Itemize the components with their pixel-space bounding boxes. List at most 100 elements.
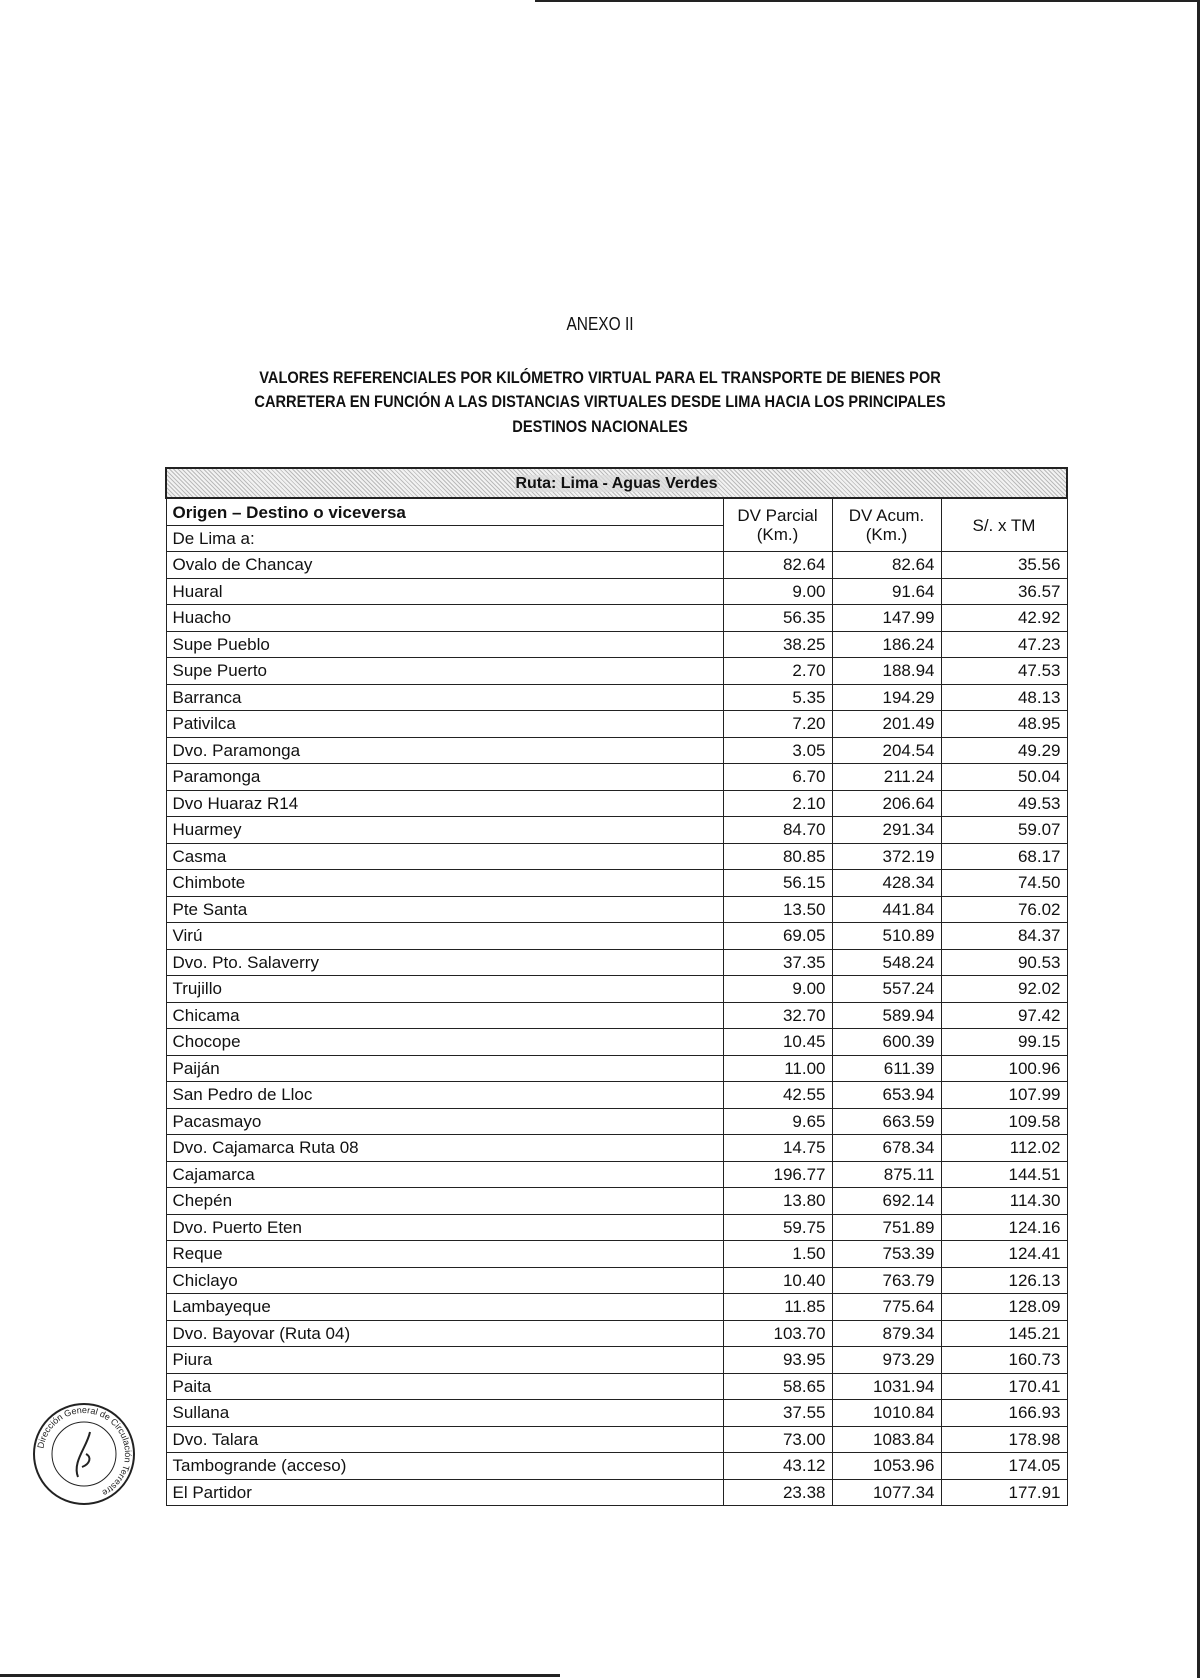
table-row: Dvo. Talara 73.00 1083.84 178.98 xyxy=(165,1425,1068,1453)
dv-acum-cell: 611.39 xyxy=(831,1054,942,1082)
dv-acum-cell: 372.19 xyxy=(831,842,942,870)
dv-parcial-cell: 196.77 xyxy=(722,1160,833,1188)
dv-parcial-cell: 58.65 xyxy=(722,1372,833,1400)
dv-acum-cell: 1077.34 xyxy=(831,1478,942,1506)
table-row: Chicama 32.70 589.94 97.42 xyxy=(165,1001,1068,1029)
dv-acum-cell: 82.64 xyxy=(831,551,942,579)
dv-parcial-cell: 11.00 xyxy=(722,1054,833,1082)
dv-parcial-cell: 56.35 xyxy=(722,604,833,632)
price-per-tm-cell: 35.56 xyxy=(940,551,1068,579)
destination-cell: Barranca xyxy=(165,683,724,711)
table-row: Dvo. Bayovar (Ruta 04) 103.70 879.34 145.21 xyxy=(165,1319,1068,1347)
title-line-3: DESTINOS NACIONALES xyxy=(512,417,688,436)
table-row: Chiclayo 10.40 763.79 126.13 xyxy=(165,1266,1068,1294)
destination-cell: Chiclayo xyxy=(165,1266,724,1294)
table-row: El Partidor 23.38 1077.34 177.91 xyxy=(165,1478,1068,1506)
price-per-tm-cell: 100.96 xyxy=(940,1054,1068,1082)
table-row: Tambogrande (acceso) 43.12 1053.96 174.05 xyxy=(165,1452,1068,1480)
destination-cell: Paiján xyxy=(165,1054,724,1082)
dv-parcial-cell: 13.80 xyxy=(722,1187,833,1215)
dv-parcial-cell: 5.35 xyxy=(722,683,833,711)
dv-acum-cell: 1010.84 xyxy=(831,1399,942,1427)
price-per-tm-cell: 47.53 xyxy=(940,657,1068,685)
dv-parcial-cell: 13.50 xyxy=(722,895,833,923)
dv-acum-cell: 875.11 xyxy=(831,1160,942,1188)
acum-header: DV Acum. (Km.) xyxy=(831,497,942,552)
table-row: Cajamarca 196.77 875.11 144.51 xyxy=(165,1160,1068,1188)
destination-cell: Piura xyxy=(165,1346,724,1374)
official-stamp: Dirección General de Circulación Terrest… xyxy=(33,1403,135,1505)
price-per-tm-cell: 144.51 xyxy=(940,1160,1068,1188)
destination-cell: Paita xyxy=(165,1372,724,1400)
table-row: Pacasmayo 9.65 663.59 109.58 xyxy=(165,1107,1068,1135)
route-label: Ruta: Lima - Aguas Verdes xyxy=(515,474,718,492)
parcial-header: DV Parcial (Km.) xyxy=(722,497,833,552)
scan-edge-right xyxy=(1197,0,1200,1678)
price-per-tm-cell: 170.41 xyxy=(940,1372,1068,1400)
destination-cell: Dvo. Pto. Salaverry xyxy=(165,948,724,976)
destination-cell: Cajamarca xyxy=(165,1160,724,1188)
dv-acum-cell: 548.24 xyxy=(831,948,942,976)
table-row: Dvo. Puerto Eten 59.75 751.89 124.16 xyxy=(165,1213,1068,1241)
dv-acum-cell: 91.64 xyxy=(831,577,942,605)
dv-acum-cell: 557.24 xyxy=(831,975,942,1003)
dv-parcial-cell: 10.40 xyxy=(722,1266,833,1294)
dv-acum-cell: 653.94 xyxy=(831,1081,942,1109)
price-per-tm-cell: 160.73 xyxy=(940,1346,1068,1374)
dv-parcial-cell: 59.75 xyxy=(722,1213,833,1241)
destination-cell: Pacasmayo xyxy=(165,1107,724,1135)
dv-acum-cell: 188.94 xyxy=(831,657,942,685)
scan-edge-top xyxy=(535,0,1200,2)
price-per-tm-cell: 124.41 xyxy=(940,1240,1068,1268)
dv-acum-cell: 194.29 xyxy=(831,683,942,711)
price-per-tm-cell: 112.02 xyxy=(940,1134,1068,1162)
price-per-tm-cell: 97.42 xyxy=(940,1001,1068,1029)
sub-header: De Lima a: xyxy=(165,525,724,552)
destination-cell: Virú xyxy=(165,922,724,950)
destination-cell: Tambogrande (acceso) xyxy=(165,1452,724,1480)
dv-parcial-cell: 43.12 xyxy=(722,1452,833,1480)
dv-parcial-cell: 6.70 xyxy=(722,763,833,791)
price-per-tm-cell: 177.91 xyxy=(940,1478,1068,1506)
dv-acum-cell: 600.39 xyxy=(831,1028,942,1056)
price-per-tm-cell: 99.15 xyxy=(940,1028,1068,1056)
table-row: Virú 69.05 510.89 84.37 xyxy=(165,922,1068,950)
dv-parcial-cell: 11.85 xyxy=(722,1293,833,1321)
price-per-tm-cell: 84.37 xyxy=(940,922,1068,950)
price-per-tm-cell: 90.53 xyxy=(940,948,1068,976)
destination-cell: Chepén xyxy=(165,1187,724,1215)
table-row: Huarmey 84.70 291.34 59.07 xyxy=(165,816,1068,844)
dv-acum-cell: 201.49 xyxy=(831,710,942,738)
dv-parcial-cell: 37.55 xyxy=(722,1399,833,1427)
destination-cell: Ovalo de Chancay xyxy=(165,551,724,579)
price-per-tm-cell: 48.95 xyxy=(940,710,1068,738)
dv-acum-cell: 206.64 xyxy=(831,789,942,817)
destination-cell: Huacho xyxy=(165,604,724,632)
dv-parcial-cell: 9.00 xyxy=(722,577,833,605)
price-per-tm-cell: 92.02 xyxy=(940,975,1068,1003)
dv-acum-cell: 186.24 xyxy=(831,630,942,658)
destination-cell: Lambayeque xyxy=(165,1293,724,1321)
destination-cell: Dvo. Talara xyxy=(165,1425,724,1453)
dv-parcial-cell: 1.50 xyxy=(722,1240,833,1268)
price-per-tm-cell: 128.09 xyxy=(940,1293,1068,1321)
table-row: Chepén 13.80 692.14 114.30 xyxy=(165,1187,1068,1215)
dv-parcial-cell: 37.35 xyxy=(722,948,833,976)
table-row: Chocope 10.45 600.39 99.15 xyxy=(165,1028,1068,1056)
dv-acum-cell: 879.34 xyxy=(831,1319,942,1347)
distance-table: Ruta: Lima - Aguas Verdes Origen – Desti… xyxy=(165,467,1068,1506)
dv-acum-cell: 147.99 xyxy=(831,604,942,632)
price-per-tm-cell: 76.02 xyxy=(940,895,1068,923)
price-per-tm-cell: 114.30 xyxy=(940,1187,1068,1215)
price-per-tm-cell: 50.04 xyxy=(940,763,1068,791)
destination-cell: Trujillo xyxy=(165,975,724,1003)
table-row: Piura 93.95 973.29 160.73 xyxy=(165,1346,1068,1374)
table-row: Dvo. Pto. Salaverry 37.35 548.24 90.53 xyxy=(165,948,1068,976)
table-row: Dvo. Cajamarca Ruta 08 14.75 678.34 112.02 xyxy=(165,1134,1068,1162)
destination-cell: Chimbote xyxy=(165,869,724,897)
dv-parcial-cell: 10.45 xyxy=(722,1028,833,1056)
price-per-tm-cell: 174.05 xyxy=(940,1452,1068,1480)
destination-cell: Dvo Huaraz R14 xyxy=(165,789,724,817)
price-per-tm-cell: 47.23 xyxy=(940,630,1068,658)
price-per-tm-cell: 36.57 xyxy=(940,577,1068,605)
